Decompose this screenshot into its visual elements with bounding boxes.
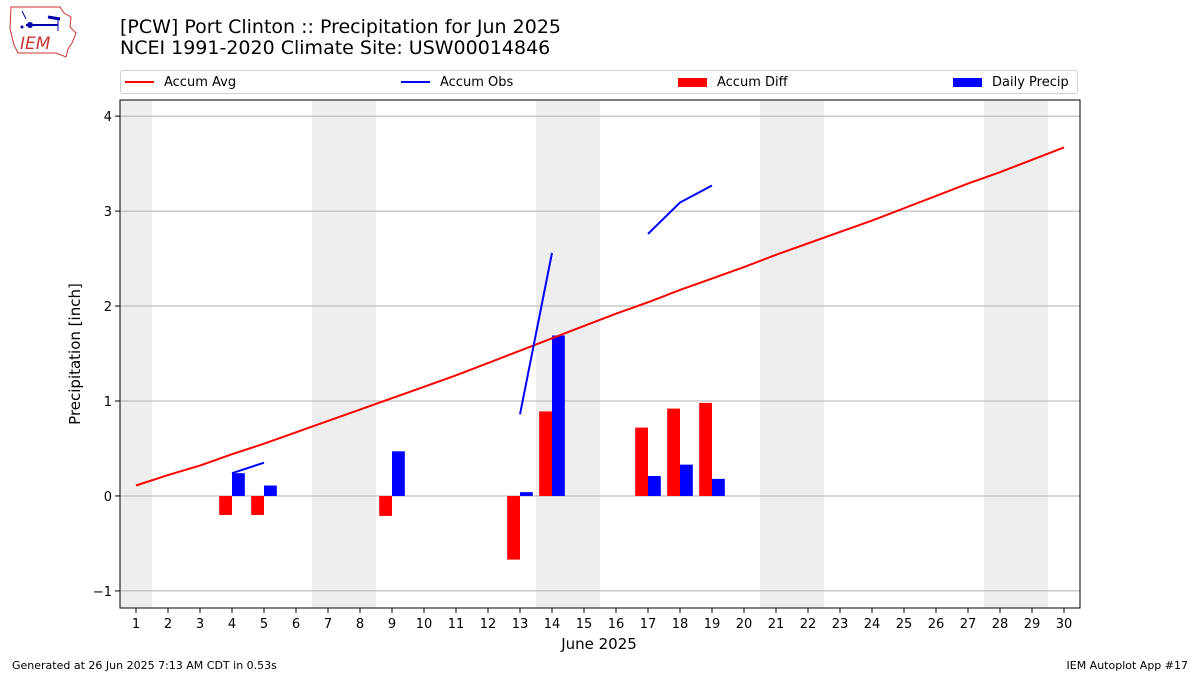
x-tick-label: 10 [416,617,433,632]
bars [219,335,725,560]
legend-label-accum-diff: Accum Diff [717,74,788,90]
daily-precip-bar [264,485,277,496]
y-tick-label: 3 [104,205,112,220]
x-tick-label: 5 [260,617,268,632]
x-tick-label: 4 [228,617,236,632]
legend-swatch-accum-diff [678,77,707,87]
y-gridlines [120,115,1080,592]
y-tick-label: 0 [104,490,112,505]
legend-swatch-accum-avg [125,81,154,83]
x-tick-label: 7 [324,617,332,632]
iem-logo: IEM [9,6,77,58]
accum-obs-line [647,184,713,235]
accum-diff-bar [635,427,648,496]
x-tick-label: 3 [196,617,204,632]
legend-item-accum-diff: Accum Diff [678,74,788,90]
daily-precip-bar [392,451,405,496]
x-tick-label: 28 [992,617,1009,632]
chart-legend: Accum Avg Accum Obs Accum Diff Daily Pre… [120,70,1078,94]
y-tick-label: 4 [104,110,112,125]
x-tick-label: 1 [132,617,140,632]
y-axis-label: Precipitation [inch] [66,283,84,425]
daily-precip-bar [648,476,661,496]
x-tick-label: 25 [896,617,913,632]
weekend-shade [536,100,600,608]
daily-precip-bar [520,492,533,496]
x-tick-label: 21 [768,617,785,632]
x-tick-label: 9 [388,617,396,632]
x-tick-label: 22 [800,617,817,632]
x-tick-label: 19 [704,617,721,632]
legend-item-accum-avg: Accum Avg [125,74,236,90]
daily-precip-bar [552,335,565,496]
accum-obs-line [231,461,265,475]
x-tick-label: 20 [736,617,753,632]
x-tick-label: 2 [164,617,172,632]
plot-frame [119,99,1081,609]
x-tick-label: 23 [832,617,849,632]
accum-diff-bar [539,411,552,496]
weekend-shading [120,100,1048,608]
daily-precip-bar [232,473,245,496]
accum-avg-line [135,146,1065,487]
accum-diff-bar [219,495,232,515]
x-tick-label: 24 [864,617,881,632]
legend-swatch-accum-obs [401,81,430,83]
x-tick-label: 8 [356,617,364,632]
y-tick-label: 1 [104,395,112,410]
x-tick-label: 14 [544,617,561,632]
weekend-shade [120,100,152,608]
weekend-shade [760,100,824,608]
x-tick-label: 15 [576,617,593,632]
accum-diff-bar [507,495,520,560]
legend-label-accum-obs: Accum Obs [440,74,514,90]
legend-item-daily-precip: Daily Precip [953,74,1069,90]
x-tick-label: 12 [480,617,497,632]
accum-diff-bar [699,402,712,496]
x-tick-label: 11 [448,617,465,632]
x-tick-label: 29 [1024,617,1041,632]
generated-timestamp: Generated at 26 Jun 2025 7:13 AM CDT in … [12,659,277,672]
x-axis-label: June 2025 [560,635,637,653]
x-tick-label: 13 [512,617,529,632]
legend-swatch-daily-precip [953,77,982,87]
accum-diff-bar [379,495,392,516]
daily-precip-bar [712,478,725,496]
x-tick-label: 26 [928,617,945,632]
chart-title-block: [PCW] Port Clinton :: Precipitation for … [120,17,561,59]
x-tick-label: 27 [960,617,977,632]
accum-diff-bar [667,408,680,496]
legend-label-daily-precip: Daily Precip [992,74,1069,90]
accum-obs-line [519,252,553,415]
legend-label-accum-avg: Accum Avg [164,74,237,90]
x-tick-label: 17 [640,617,657,632]
accum-diff-bar [251,495,264,515]
logo-text: IEM [20,34,51,54]
chart-subtitle: NCEI 1991-2020 Climate Site: USW00014846 [120,37,551,59]
x-tick-label: 16 [608,617,625,632]
weekend-shade [984,100,1048,608]
x-tick-label: 30 [1056,617,1073,632]
lines [135,146,1065,487]
legend-item-accum-obs: Accum Obs [401,74,513,90]
x-tick-label: 6 [292,617,300,632]
chart-title: [PCW] Port Clinton :: Precipitation for … [120,16,561,38]
autoplot-app-label: IEM Autoplot App #17 [1066,659,1189,672]
x-tick-label: 18 [672,617,689,632]
y-tick-label: −1 [93,585,112,600]
daily-precip-bar [680,464,693,496]
weekend-shade [312,100,376,608]
y-tick-label: 2 [104,300,112,315]
